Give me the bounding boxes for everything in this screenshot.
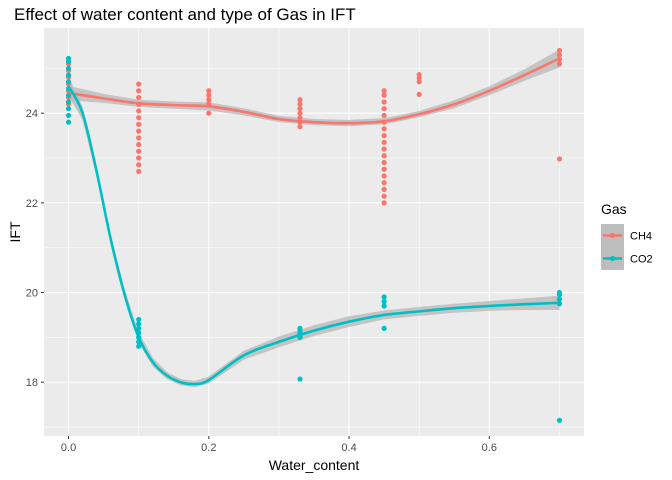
point-co2 xyxy=(381,325,387,331)
point-ch4 xyxy=(381,200,387,206)
point-ch4 xyxy=(136,121,142,127)
point-ch4 xyxy=(381,126,387,132)
legend-point-ch4 xyxy=(609,232,616,239)
point-ch4 xyxy=(297,101,303,107)
data-points xyxy=(65,47,563,423)
y-tick-label: 18 xyxy=(26,377,38,389)
point-ch4 xyxy=(136,141,142,148)
point-co2 xyxy=(136,316,142,323)
point-co2 xyxy=(136,343,142,349)
y-axis: 18 20 22 24 xyxy=(26,108,44,389)
point-ch4 xyxy=(206,92,212,98)
point-co2 xyxy=(381,303,387,309)
point-ch4 xyxy=(297,97,303,103)
point-ch4 xyxy=(297,115,303,121)
point-ch4 xyxy=(381,153,387,159)
point-ch4 xyxy=(381,146,387,152)
point-co2 xyxy=(65,106,72,112)
point-ch4 xyxy=(381,180,387,186)
point-ch4 xyxy=(136,128,142,134)
band-ch4 xyxy=(68,49,560,127)
point-co2 xyxy=(556,296,563,302)
point-ch4 xyxy=(136,162,142,168)
point-ch4 xyxy=(136,88,142,94)
point-ch4 xyxy=(297,106,303,112)
y-tick-label: 24 xyxy=(26,108,38,120)
point-ch4 xyxy=(136,94,142,101)
chart-title: Effect of water content and type of Gas … xyxy=(14,5,356,24)
x-axis: 0.0 0.2 0.4 0.6 xyxy=(61,436,497,454)
point-co2 xyxy=(381,298,387,305)
point-co2 xyxy=(381,294,387,300)
point-ch4 xyxy=(136,115,142,121)
point-ch4 xyxy=(556,52,563,58)
point-ch4 xyxy=(206,88,212,94)
point-co2 xyxy=(136,321,142,327)
point-ch4 xyxy=(381,106,387,112)
point-co2 xyxy=(556,417,563,423)
point-ch4 xyxy=(556,47,563,54)
x-tick-label: 0.2 xyxy=(201,442,216,454)
point-ch4 xyxy=(381,92,387,98)
point-co2 xyxy=(136,325,142,331)
point-ch4 xyxy=(381,88,387,94)
point-ch4 xyxy=(206,97,212,103)
point-co2 xyxy=(65,119,72,125)
point-co2 xyxy=(65,112,72,119)
point-ch4 xyxy=(381,159,387,166)
x-tick-label: 0.0 xyxy=(61,442,76,454)
point-ch4 xyxy=(556,156,563,162)
legend-label-co2: CO2 xyxy=(630,254,653,266)
point-ch4 xyxy=(297,110,303,116)
point-ch4 xyxy=(381,173,387,179)
point-ch4 xyxy=(297,124,303,130)
point-ch4 xyxy=(381,112,387,119)
point-co2 xyxy=(297,376,303,382)
point-ch4 xyxy=(136,168,142,175)
point-ch4 xyxy=(381,186,387,193)
legend-title: Gas xyxy=(601,201,627,217)
point-ch4 xyxy=(136,155,142,161)
y-axis-title: IFT xyxy=(7,221,23,242)
point-ch4 xyxy=(416,91,422,97)
x-axis-title: Water_content xyxy=(269,457,360,473)
y-tick-label: 22 xyxy=(26,198,38,210)
point-ch4 xyxy=(206,110,212,116)
point-co2 xyxy=(65,99,72,105)
smooth-line-ch4 xyxy=(68,57,561,125)
point-co2 xyxy=(65,72,72,78)
point-co2 xyxy=(297,325,303,331)
point-ch4 xyxy=(381,166,387,172)
point-ch4 xyxy=(416,79,422,85)
legend: Gas CH4 CO2 xyxy=(601,201,653,270)
point-ch4 xyxy=(136,108,142,114)
legend-point-co2 xyxy=(609,255,616,262)
point-ch4 xyxy=(136,81,142,87)
x-tick-label: 0.6 xyxy=(482,442,497,454)
point-co2 xyxy=(556,289,563,296)
point-ch4 xyxy=(416,72,422,78)
x-tick-label: 0.4 xyxy=(341,442,356,454)
point-ch4 xyxy=(381,139,387,145)
legend-label-ch4: CH4 xyxy=(630,231,652,243)
y-tick-label: 20 xyxy=(26,288,38,300)
point-ch4 xyxy=(416,75,422,81)
point-co2 xyxy=(65,79,72,85)
point-ch4 xyxy=(381,193,387,199)
point-co2 xyxy=(65,65,72,71)
point-ch4 xyxy=(381,99,387,105)
point-ch4 xyxy=(556,61,563,67)
point-ch4 xyxy=(136,148,142,154)
smooth-lines xyxy=(67,57,561,386)
point-ch4 xyxy=(381,133,387,139)
smooth-line-co2 xyxy=(67,85,560,386)
plot-panel xyxy=(44,28,584,436)
point-co2 xyxy=(65,55,72,62)
point-ch4 xyxy=(136,135,142,141)
